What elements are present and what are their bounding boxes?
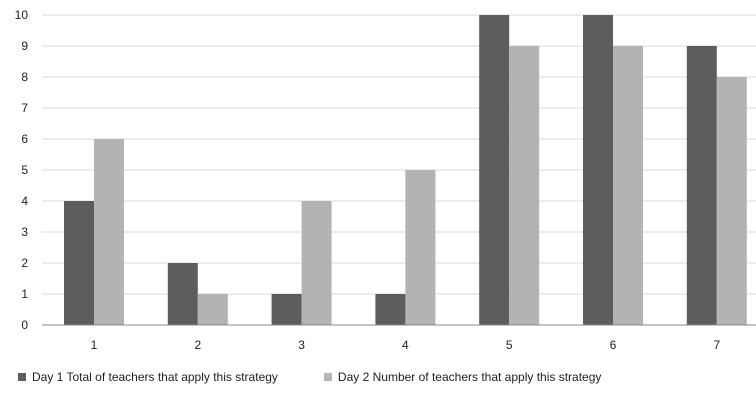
bar-series1-cat7 (686, 46, 717, 325)
legend: Day 1 Total of teachers that apply this … (18, 370, 647, 384)
x-tick-label-5: 5 (506, 338, 513, 352)
legend-item-day2: Day 2 Number of teachers that apply this… (323, 370, 602, 384)
legend-label-day1: Day 1 Total of teachers that apply this … (32, 370, 278, 384)
bar-series1-cat4 (375, 294, 406, 325)
x-tick-label-1: 1 (91, 338, 98, 352)
y-tick-label-5: 5 (21, 163, 28, 177)
y-axis-tick-labels: 0 1 2 3 4 5 6 7 8 9 10 (15, 8, 29, 332)
bar-series2-cat2 (197, 294, 228, 325)
x-axis-tick-labels: 1 2 3 4 5 6 7 (91, 338, 721, 352)
y-tick-label-4: 4 (21, 194, 28, 208)
y-tick-label-6: 6 (21, 132, 28, 146)
legend-item-day1: Day 1 Total of teachers that apply this … (18, 370, 278, 384)
bars (64, 15, 747, 325)
y-tick-label-9: 9 (21, 39, 28, 53)
y-tick-label-1: 1 (21, 287, 28, 301)
y-tick-label-8: 8 (21, 70, 28, 84)
y-tick-label-0: 0 (21, 318, 28, 332)
bar-series2-cat6 (613, 46, 643, 325)
x-tick-label-2: 2 (194, 338, 201, 352)
legend-swatch-day1 (18, 373, 26, 381)
bar-series2-cat1 (94, 139, 124, 325)
bar-series2-cat5 (509, 46, 540, 325)
bar-series1-cat1 (64, 201, 94, 325)
x-tick-label-6: 6 (610, 338, 617, 352)
bar-series1-cat5 (479, 15, 510, 325)
x-tick-label-3: 3 (298, 338, 305, 352)
bar-series2-cat4 (405, 170, 436, 325)
gridlines (42, 14, 756, 295)
bar-series2-cat7 (716, 77, 747, 325)
y-tick-label-7: 7 (21, 101, 28, 115)
bar-series1-cat2 (167, 263, 198, 325)
bar-series2-cat3 (301, 201, 332, 325)
legend-swatch-day2 (323, 373, 332, 381)
y-tick-label-3: 3 (21, 225, 28, 239)
bar-series1-cat3 (271, 294, 302, 325)
x-tick-label-4: 4 (402, 338, 409, 352)
legend-label-day2: Day 2 Number of teachers that apply this… (337, 370, 602, 384)
bar-series1-cat6 (583, 15, 613, 325)
y-tick-label-10: 10 (15, 8, 29, 22)
x-tick-label-7: 7 (713, 338, 720, 352)
y-tick-label-2: 2 (21, 256, 28, 270)
